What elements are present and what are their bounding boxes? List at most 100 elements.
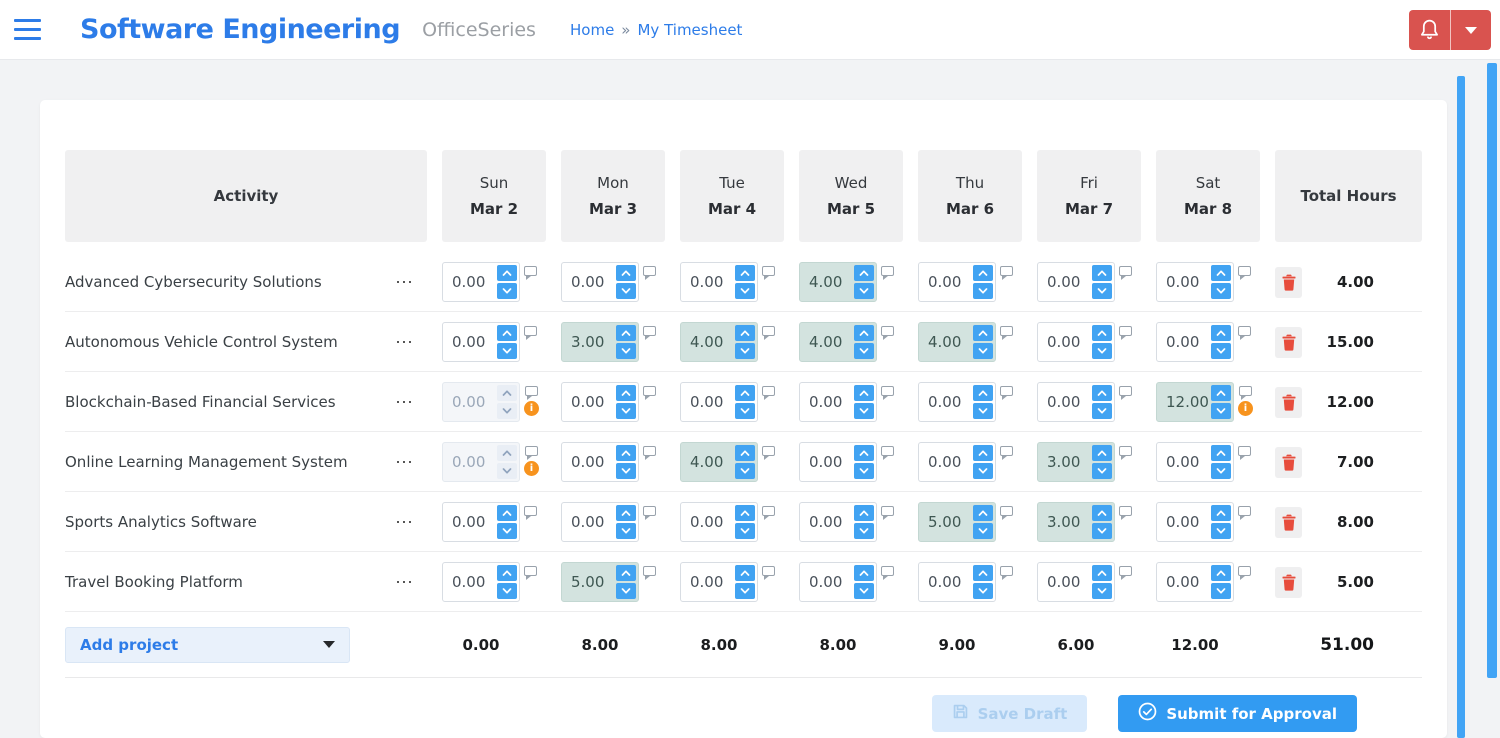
comment-icon[interactable] bbox=[762, 566, 775, 580]
spin-up-button[interactable] bbox=[973, 385, 993, 401]
spin-up-button[interactable] bbox=[1092, 505, 1112, 521]
comment-icon[interactable] bbox=[762, 506, 775, 520]
comment-icon[interactable] bbox=[524, 506, 537, 520]
hours-input[interactable]: 0.00 bbox=[799, 382, 877, 422]
hours-input[interactable]: 0.00 bbox=[1037, 382, 1115, 422]
spin-down-button[interactable] bbox=[735, 283, 755, 299]
spin-up-button[interactable] bbox=[616, 505, 636, 521]
row-menu-button[interactable]: ⋯ bbox=[395, 272, 415, 292]
comment-icon[interactable] bbox=[881, 506, 894, 520]
save-draft-button[interactable]: Save Draft bbox=[931, 695, 1088, 732]
hours-input[interactable]: 0.00 bbox=[442, 322, 520, 362]
notifications-button[interactable] bbox=[1409, 10, 1450, 50]
spin-up-button[interactable] bbox=[1092, 265, 1112, 281]
comment-icon[interactable] bbox=[1238, 326, 1251, 340]
row-menu-button[interactable]: ⋯ bbox=[395, 572, 415, 592]
spin-up-button[interactable] bbox=[616, 445, 636, 461]
hours-input[interactable]: 0.00 bbox=[561, 382, 639, 422]
spin-down-button[interactable] bbox=[854, 283, 874, 299]
spin-down-button[interactable] bbox=[1092, 523, 1112, 539]
comment-icon[interactable] bbox=[762, 266, 775, 280]
comment-icon[interactable] bbox=[1119, 566, 1132, 580]
comment-icon[interactable] bbox=[525, 386, 538, 400]
hours-input[interactable]: 0.00 bbox=[680, 562, 758, 602]
spin-up-button[interactable] bbox=[616, 265, 636, 281]
hours-input[interactable]: 0.00 bbox=[1156, 262, 1234, 302]
comment-icon[interactable] bbox=[762, 386, 775, 400]
spin-up-button[interactable] bbox=[497, 385, 517, 401]
comment-icon[interactable] bbox=[881, 566, 894, 580]
spin-down-button[interactable] bbox=[735, 463, 755, 479]
hours-input[interactable]: 4.00 bbox=[680, 442, 758, 482]
spin-down-button[interactable] bbox=[735, 583, 755, 599]
spin-down-button[interactable] bbox=[497, 283, 517, 299]
spin-up-button[interactable] bbox=[973, 505, 993, 521]
spin-up-button[interactable] bbox=[1092, 325, 1112, 341]
spin-up-button[interactable] bbox=[854, 445, 874, 461]
spin-down-button[interactable] bbox=[497, 343, 517, 359]
spin-down-button[interactable] bbox=[973, 463, 993, 479]
submit-for-approval-button[interactable]: Submit for Approval bbox=[1118, 695, 1357, 732]
hours-input[interactable]: 4.00 bbox=[680, 322, 758, 362]
comment-icon[interactable] bbox=[881, 326, 894, 340]
comment-icon[interactable] bbox=[762, 326, 775, 340]
hours-input[interactable]: 0.00 bbox=[1037, 262, 1115, 302]
delete-row-button[interactable] bbox=[1275, 506, 1302, 538]
spin-down-button[interactable] bbox=[1092, 403, 1112, 419]
spin-down-button[interactable] bbox=[973, 583, 993, 599]
spin-up-button[interactable] bbox=[854, 565, 874, 581]
spin-up-button[interactable] bbox=[1211, 385, 1231, 401]
warning-info-icon[interactable]: i bbox=[524, 401, 539, 416]
comment-icon[interactable] bbox=[1238, 266, 1251, 280]
spin-down-button[interactable] bbox=[497, 403, 517, 419]
hours-input[interactable]: 12.00 bbox=[1156, 382, 1234, 422]
hours-input[interactable]: 0.00 bbox=[918, 442, 996, 482]
comment-icon[interactable] bbox=[525, 446, 538, 460]
spin-up-button[interactable] bbox=[735, 265, 755, 281]
hours-input[interactable]: 0.00 bbox=[680, 382, 758, 422]
spin-up-button[interactable] bbox=[735, 445, 755, 461]
hours-input[interactable]: 0.00 bbox=[1156, 442, 1234, 482]
spin-up-button[interactable] bbox=[735, 565, 755, 581]
hours-input[interactable]: 0.00 bbox=[1156, 322, 1234, 362]
comment-icon[interactable] bbox=[524, 266, 537, 280]
comment-icon[interactable] bbox=[881, 266, 894, 280]
spin-down-button[interactable] bbox=[973, 343, 993, 359]
hours-input[interactable]: 0.00 bbox=[918, 262, 996, 302]
delete-row-button[interactable] bbox=[1275, 326, 1302, 358]
warning-info-icon[interactable]: i bbox=[1238, 401, 1253, 416]
add-project-select[interactable]: Add project bbox=[65, 626, 350, 663]
spin-up-button[interactable] bbox=[1092, 385, 1112, 401]
spin-up-button[interactable] bbox=[497, 565, 517, 581]
spin-up-button[interactable] bbox=[854, 385, 874, 401]
comment-icon[interactable] bbox=[643, 566, 656, 580]
comment-icon[interactable] bbox=[1119, 326, 1132, 340]
comment-icon[interactable] bbox=[1119, 386, 1132, 400]
delete-row-button[interactable] bbox=[1275, 386, 1302, 418]
comment-icon[interactable] bbox=[1238, 446, 1251, 460]
spin-down-button[interactable] bbox=[1092, 343, 1112, 359]
page-scrollbar[interactable] bbox=[1487, 63, 1497, 678]
spin-up-button[interactable] bbox=[973, 325, 993, 341]
spin-up-button[interactable] bbox=[735, 385, 755, 401]
spin-up-button[interactable] bbox=[1211, 445, 1231, 461]
spin-up-button[interactable] bbox=[497, 445, 517, 461]
hours-input[interactable]: 0.00 bbox=[799, 562, 877, 602]
spin-down-button[interactable] bbox=[1211, 403, 1231, 419]
spin-down-button[interactable] bbox=[497, 583, 517, 599]
spin-up-button[interactable] bbox=[854, 325, 874, 341]
comment-icon[interactable] bbox=[1000, 566, 1013, 580]
spin-down-button[interactable] bbox=[735, 523, 755, 539]
comment-icon[interactable] bbox=[643, 326, 656, 340]
spin-down-button[interactable] bbox=[854, 343, 874, 359]
spin-up-button[interactable] bbox=[616, 565, 636, 581]
spin-up-button[interactable] bbox=[1092, 445, 1112, 461]
spin-down-button[interactable] bbox=[1211, 523, 1231, 539]
spin-down-button[interactable] bbox=[1211, 463, 1231, 479]
spin-up-button[interactable] bbox=[1211, 565, 1231, 581]
delete-row-button[interactable] bbox=[1275, 566, 1302, 598]
spin-down-button[interactable] bbox=[1211, 583, 1231, 599]
spin-down-button[interactable] bbox=[616, 523, 636, 539]
hours-input[interactable]: 4.00 bbox=[799, 322, 877, 362]
spin-down-button[interactable] bbox=[735, 343, 755, 359]
